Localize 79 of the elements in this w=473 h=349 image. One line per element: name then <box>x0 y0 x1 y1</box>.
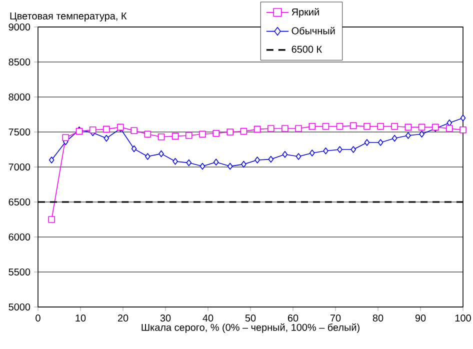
point <box>130 127 138 134</box>
x-tick-label: 40 <box>202 314 214 322</box>
point <box>336 123 344 130</box>
point <box>350 122 357 130</box>
y-tick-label: 8000 <box>8 93 30 101</box>
x-tick-label: 10 <box>76 314 86 322</box>
point <box>308 123 316 130</box>
point <box>391 123 398 130</box>
point <box>406 132 411 139</box>
point <box>418 124 426 130</box>
point <box>212 130 220 137</box>
y-tick-label: 6000 <box>8 233 30 241</box>
point <box>48 216 55 223</box>
point <box>200 162 206 170</box>
point <box>309 150 315 156</box>
x-tick-label: 100 <box>455 314 471 322</box>
x-tick-label: 80 <box>372 314 384 322</box>
y-tick-label: 9000 <box>8 23 30 31</box>
point <box>268 125 274 132</box>
point <box>48 156 54 164</box>
point <box>185 132 192 139</box>
point <box>350 146 356 153</box>
x-tick-label: 0 <box>36 314 40 322</box>
point <box>158 134 165 140</box>
y-tick-label: 7500 <box>8 128 30 136</box>
x-axis-title: Шкала серого, % (0% – черный, 100% – белый) <box>142 323 360 333</box>
point <box>158 150 164 158</box>
y-tick-label: 7000 <box>8 163 30 171</box>
point <box>392 134 398 142</box>
point <box>241 160 246 168</box>
x-tick-label: 50 <box>245 314 256 322</box>
y-tick-label: 5000 <box>8 303 30 311</box>
point <box>446 125 453 132</box>
x-tick-label: 60 <box>288 314 298 322</box>
point <box>254 156 260 164</box>
point <box>282 151 288 158</box>
point <box>131 145 137 152</box>
point <box>446 120 452 126</box>
point <box>377 123 384 130</box>
point <box>172 158 178 165</box>
point <box>460 114 466 122</box>
legend-label: Яркий <box>292 8 319 18</box>
point <box>213 158 219 166</box>
point <box>460 126 466 134</box>
point <box>186 159 192 166</box>
y-tick-label: 8500 <box>8 58 30 66</box>
point <box>172 132 179 140</box>
point <box>296 153 302 160</box>
point <box>337 146 342 153</box>
point <box>364 123 370 130</box>
x-tick-label: 30 <box>160 314 171 322</box>
point <box>322 123 330 130</box>
point <box>268 156 274 163</box>
x-tick-label: 20 <box>118 314 128 322</box>
point <box>145 153 150 160</box>
x-tick-label: 90 <box>415 314 426 322</box>
y-tick-label: 5500 <box>8 268 30 276</box>
y-axis-title: Цветовая температура, К <box>10 12 127 22</box>
point <box>254 126 261 133</box>
point <box>419 130 424 138</box>
point <box>295 125 302 132</box>
point <box>282 125 288 132</box>
legend-label: 6500 К <box>292 46 322 53</box>
point <box>378 139 384 146</box>
point <box>404 124 412 130</box>
x-tick-label: 70 <box>330 314 341 322</box>
point <box>89 126 96 134</box>
point <box>104 134 110 142</box>
point <box>226 128 234 136</box>
point <box>62 134 70 141</box>
point <box>199 130 206 138</box>
point <box>144 130 152 138</box>
point <box>240 128 248 135</box>
point <box>227 162 233 170</box>
y-tick-label: 6500 <box>8 198 30 206</box>
point <box>103 126 110 133</box>
point <box>364 139 370 146</box>
point <box>323 148 328 154</box>
legend-label: Обычный <box>292 26 335 34</box>
